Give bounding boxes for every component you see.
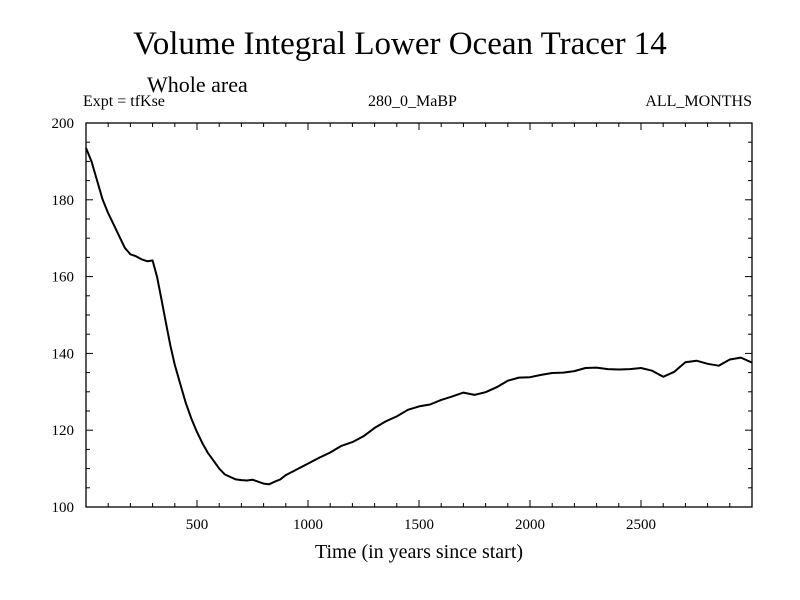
y-tick-label: 200 <box>52 116 75 132</box>
y-tick-label: 100 <box>52 500 75 516</box>
x-axis-label: Time (in years since start) <box>315 541 523 563</box>
period-label: ALL_MONTHS <box>645 93 752 110</box>
experiment-label: Expt = tfKse <box>83 93 165 110</box>
series-line <box>85 147 753 486</box>
plot-frame <box>85 122 753 508</box>
plot-frame-group <box>85 122 753 508</box>
series-group <box>85 147 753 486</box>
x-tick-label: 1000 <box>293 517 323 533</box>
run-label: 280_0_MaBP <box>368 93 457 110</box>
y-tick-label: 160 <box>52 270 75 286</box>
y-tick-label: 140 <box>52 346 75 362</box>
x-tick-label: 2500 <box>626 517 656 533</box>
x-tick-label: 500 <box>186 517 209 533</box>
x-tick-label: 1500 <box>404 517 434 533</box>
x-tick-label: 2000 <box>515 517 545 533</box>
y-tick-label: 120 <box>52 423 75 439</box>
y-tick-label: 180 <box>52 193 75 209</box>
chart-title: Volume Integral Lower Ocean Tracer 14 <box>133 26 667 62</box>
chart-subtitle: Whole area <box>147 72 248 97</box>
ticks-group: 500 1000 1500 2000 2500 100 120 140 160 180 200 <box>52 116 752 533</box>
